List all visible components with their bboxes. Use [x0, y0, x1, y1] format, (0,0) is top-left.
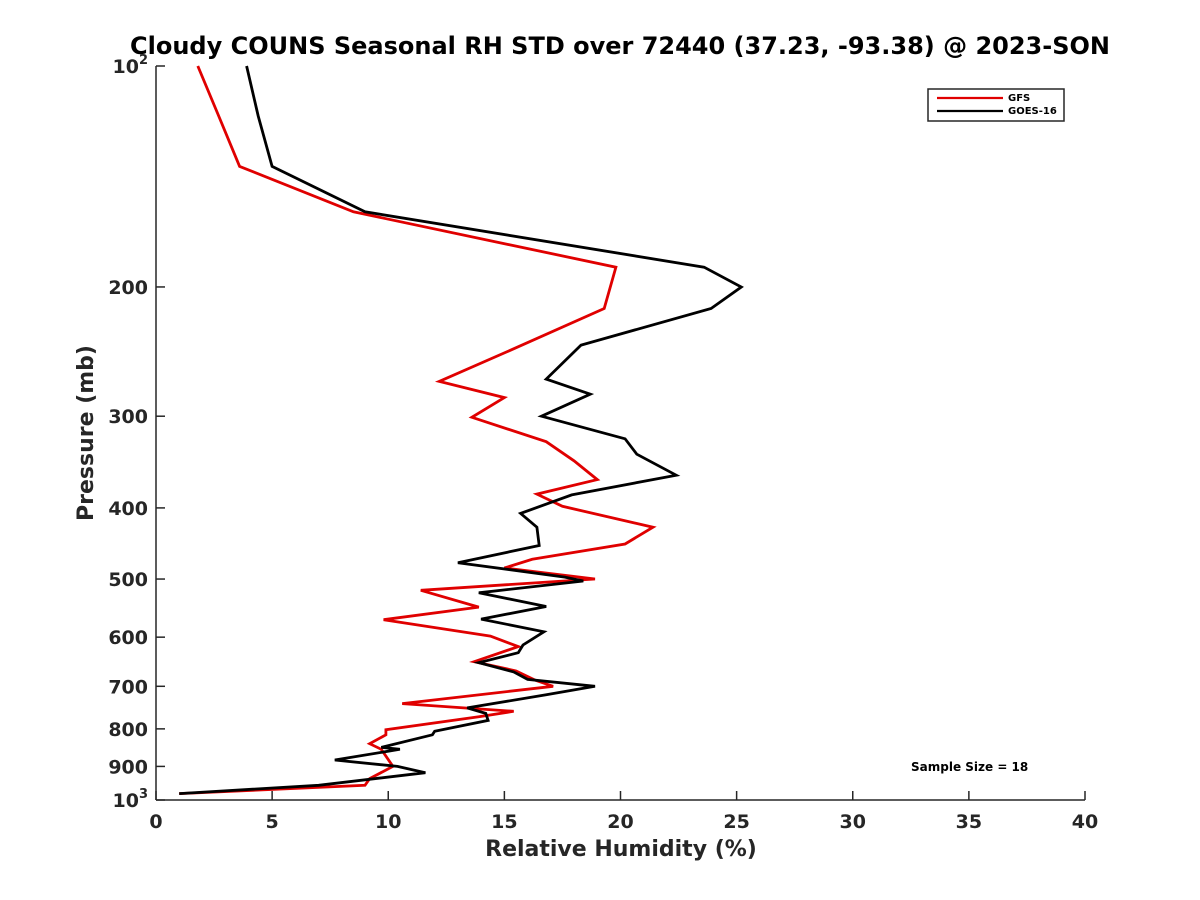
y-tick-label: 500 — [108, 569, 148, 591]
x-tick-label: 40 — [1072, 811, 1098, 833]
legend-box — [927, 88, 1065, 122]
series-line-gfs — [179, 65, 657, 795]
legend: GFS GOES-16 — [927, 88, 1065, 122]
chart-title: Cloudy COUNS Seasonal RH STD over 72440 … — [130, 32, 1110, 60]
y-tick-label: 800 — [108, 719, 148, 741]
x-tick-label: 20 — [607, 811, 633, 833]
y-tick-label: 400 — [108, 498, 148, 520]
y-tick-label: 103 — [113, 787, 149, 812]
y-tick-label: 600 — [108, 627, 148, 649]
y-tick-label: 102 — [113, 53, 149, 78]
y-axis-label: Pressure (mb) — [74, 345, 99, 521]
series-line-goes16 — [179, 65, 744, 795]
y-tick-label: 700 — [108, 676, 148, 698]
legend-label-gfs: GFS — [1008, 93, 1030, 104]
y-tick-label: 900 — [108, 756, 148, 778]
plot-area: 0 5 10 15 20 25 30 35 40 102 200 300 400 500 600 700 800… — [108, 53, 1098, 833]
sample-size-annotation: Sample Size = 18 — [911, 760, 1028, 774]
x-axis-label: Relative Humidity (%) — [485, 837, 757, 862]
x-tick-label: 5 — [266, 811, 279, 833]
axes-layer: 0 5 10 15 20 25 30 35 40 102 200 300 400 500 600 700 800… — [108, 53, 1098, 833]
x-tick-label: 35 — [956, 811, 982, 833]
y-tick-label: 200 — [108, 277, 148, 299]
x-tick-label: 30 — [840, 811, 866, 833]
x-tick-label: 15 — [491, 811, 517, 833]
legend-label-goes16: GOES-16 — [1008, 106, 1057, 117]
x-tick-label: 25 — [723, 811, 749, 833]
series-layer — [179, 65, 744, 795]
x-tick-label: 10 — [375, 811, 401, 833]
y-tick-label: 300 — [108, 406, 148, 428]
x-tick-label: 0 — [149, 811, 162, 833]
